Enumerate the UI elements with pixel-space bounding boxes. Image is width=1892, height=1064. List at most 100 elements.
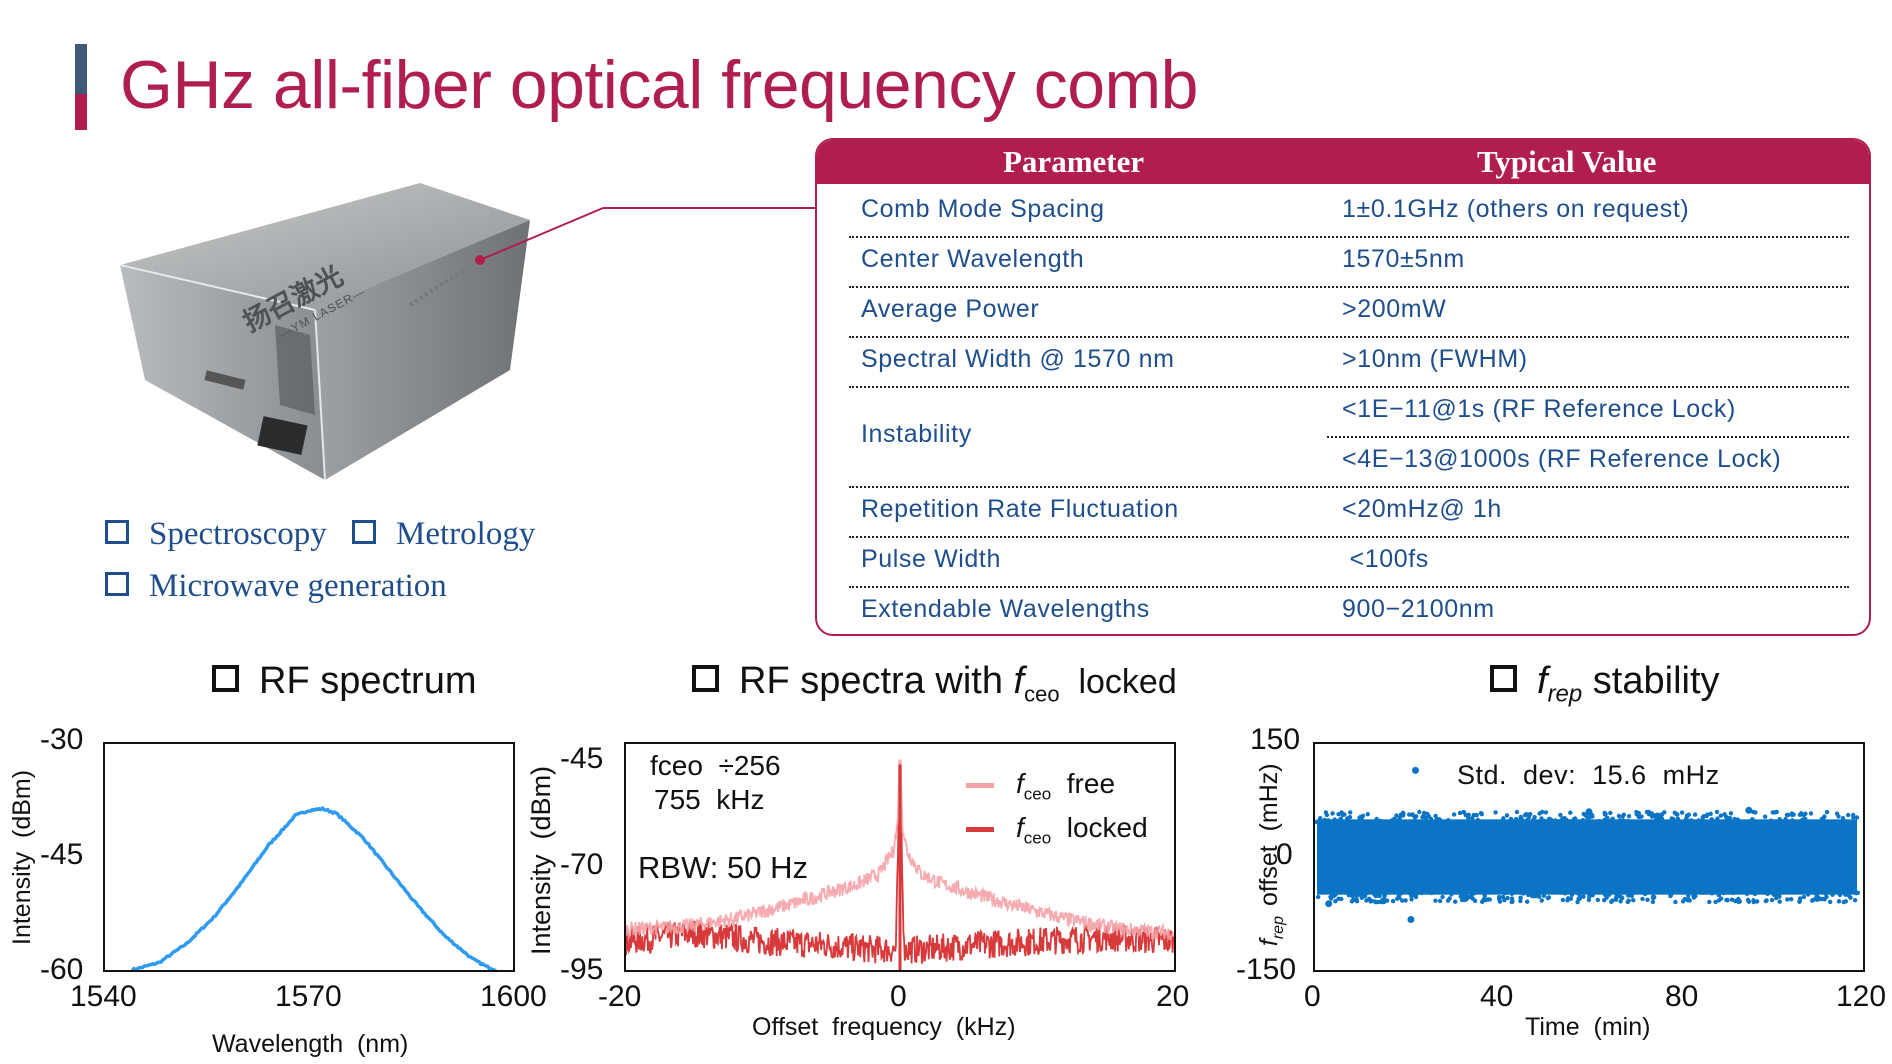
scatter-point — [1707, 899, 1712, 905]
app-label: Metrology — [396, 516, 536, 552]
value-extendable-wavelengths: 900−2100nm — [1342, 595, 1495, 623]
scatter-point — [1377, 818, 1383, 824]
scatter-point — [1434, 816, 1439, 822]
scatter-point — [1553, 818, 1558, 823]
scatter-point — [1718, 813, 1723, 818]
scatter-point — [1842, 890, 1847, 895]
scatter-point — [1716, 898, 1722, 903]
scatter-point — [1369, 898, 1374, 903]
scatter-point — [1509, 891, 1514, 896]
scatter-point — [1673, 899, 1678, 905]
scatter-point — [1836, 814, 1841, 819]
scatter-point — [1644, 809, 1650, 815]
y-tick: -95 — [560, 953, 604, 986]
app-spectroscopy: Spectroscopy — [105, 516, 327, 553]
scatter-point — [1508, 816, 1514, 822]
scatter-point — [1338, 816, 1343, 821]
x-tick: 80 — [1665, 980, 1699, 1013]
scatter-point — [1733, 819, 1738, 824]
chart-rf-ceo: fceo ÷256 755 kHz RBW: 50 Hz fceo free f… — [624, 742, 1176, 972]
scatter-point — [1653, 815, 1659, 820]
scatter-point — [1377, 893, 1382, 899]
scatter-outlier — [1585, 808, 1593, 816]
scatter-dense-band — [1317, 819, 1857, 895]
scatter-point — [1412, 893, 1418, 898]
scatter-point — [1461, 810, 1466, 815]
scatter-point — [1771, 892, 1777, 897]
y-axis-label: Intensity (dBm) — [526, 765, 556, 955]
legend-sub: ceo — [1023, 828, 1052, 848]
heading-sub: rep — [1547, 680, 1583, 708]
x-tick: 20 — [1156, 980, 1190, 1013]
legend-label-free: free — [1051, 768, 1116, 799]
scatter-point — [1750, 890, 1756, 895]
scatter-point — [1822, 897, 1827, 902]
legend-f: f — [1016, 812, 1024, 843]
x-tick: 40 — [1480, 980, 1514, 1013]
scatter-point — [1323, 810, 1329, 815]
param-pulse-width: Pulse Width — [861, 545, 1001, 573]
scatter-point — [1626, 814, 1632, 819]
x-tick: 120 — [1836, 980, 1887, 1013]
scatter-point — [1854, 815, 1860, 820]
scatter-point — [1471, 812, 1476, 818]
scatter-point — [1728, 811, 1734, 816]
scatter-point — [1326, 818, 1331, 823]
x-tick: 1600 — [480, 980, 547, 1013]
scatter-point — [1609, 817, 1614, 822]
heading-suffix: stability — [1582, 660, 1720, 702]
scatter-point — [1407, 812, 1412, 817]
scatter-point — [1843, 899, 1848, 904]
scatter-point — [1504, 813, 1510, 818]
scatter-point — [1686, 893, 1691, 898]
scatter-point — [1828, 899, 1833, 905]
y-tick: -60 — [40, 953, 84, 986]
scatter-point — [1591, 889, 1596, 895]
scatter-point — [1640, 896, 1645, 902]
scatter-point — [1522, 813, 1528, 818]
scatter-point — [1613, 895, 1619, 900]
scatter-point — [1386, 890, 1391, 895]
scatter-point — [1372, 899, 1378, 904]
param-center-wavelength: Center Wavelength — [861, 245, 1085, 273]
scatter-point — [1390, 898, 1396, 904]
scatter-point — [1346, 893, 1352, 898]
header-parameter: Parameter — [1003, 144, 1145, 179]
heading-rf-ceo: RF spectra with fceo locked — [692, 660, 1177, 708]
scatter-point — [1691, 895, 1697, 900]
scatter-point — [1620, 814, 1625, 819]
scatter-point — [1548, 817, 1553, 822]
scatter-point — [1429, 890, 1434, 896]
scatter-point — [1790, 818, 1795, 823]
scatter-point — [1521, 891, 1526, 896]
scatter-point — [1637, 814, 1642, 819]
scatter-point — [1382, 893, 1387, 898]
scatter-point — [1462, 897, 1468, 903]
scatter-point — [1342, 819, 1347, 824]
scatter-point — [1617, 818, 1623, 823]
scatter-point — [1539, 816, 1544, 821]
scatter-point — [1449, 892, 1454, 897]
scatter-point — [1419, 890, 1424, 896]
scatter-point — [1569, 892, 1575, 897]
scatter-point — [1597, 819, 1602, 824]
scatter-point — [1701, 814, 1707, 819]
annotation-std-dev: Std. dev: 15.6 mHz — [1457, 760, 1720, 790]
checkbox-icon — [105, 572, 129, 597]
scatter-point — [1763, 898, 1769, 904]
scatter-point — [1393, 818, 1398, 823]
scatter-point — [1518, 895, 1523, 900]
scatter-point — [1525, 817, 1530, 823]
scatter-point — [1680, 899, 1686, 904]
row-divider — [849, 586, 1849, 588]
scatter-point — [1581, 811, 1586, 817]
scatter-point — [1696, 818, 1701, 823]
app-label: Spectroscopy — [149, 516, 327, 552]
scatter-point — [1616, 813, 1622, 819]
scatter-point — [1478, 811, 1484, 816]
scatter-point — [1727, 815, 1732, 821]
scatter-point — [1801, 894, 1807, 900]
scatter-point — [1685, 897, 1691, 902]
leader-line — [475, 207, 815, 265]
x-axis-label: Wavelength (nm) — [212, 1030, 409, 1058]
